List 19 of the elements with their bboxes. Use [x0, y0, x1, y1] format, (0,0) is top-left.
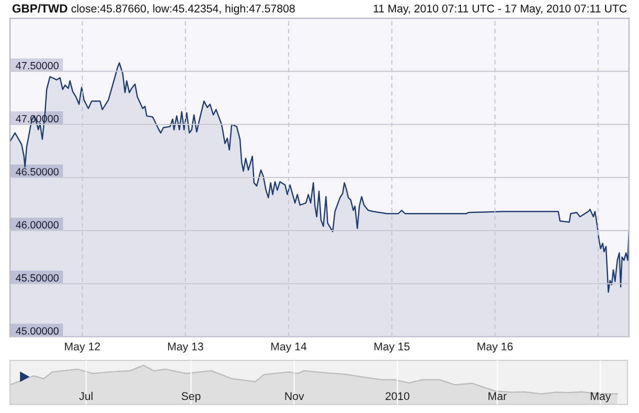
- x-tick-label: Jul: [79, 392, 92, 400]
- y-tick-label: 47.50000: [16, 62, 59, 70]
- x-tick-label: May 12: [64, 342, 100, 353]
- x-tick-label: May 16: [478, 342, 513, 353]
- chart-title: GBP/TWD: [12, 4, 68, 13]
- y-tick-label: 46.50000: [16, 168, 59, 176]
- chart-subtitle: 11 May, 2010 07:11 UTC - 17 May, 2010 07:11 UTC: [374, 4, 627, 15]
- x-tick-label: May: [590, 392, 611, 402]
- x-tick-label: May 13: [168, 342, 204, 353]
- x-tick-label: May 15: [374, 342, 410, 353]
- x-tick-label: Mar: [488, 392, 507, 400]
- x-tick-label: 2010: [386, 392, 410, 400]
- x-tick-label: Nov: [285, 392, 304, 400]
- y-tick-label: 45.00000: [16, 327, 59, 335]
- x-tick-label: Sep: [182, 392, 200, 402]
- y-tick-label: 45.50000: [16, 274, 59, 282]
- y-tick-label: 46.00000: [16, 221, 59, 229]
- x-tick-label: May 14: [271, 342, 307, 353]
- text: close:45.87660, low:45.42354, high:47.57808: [71, 4, 295, 15]
